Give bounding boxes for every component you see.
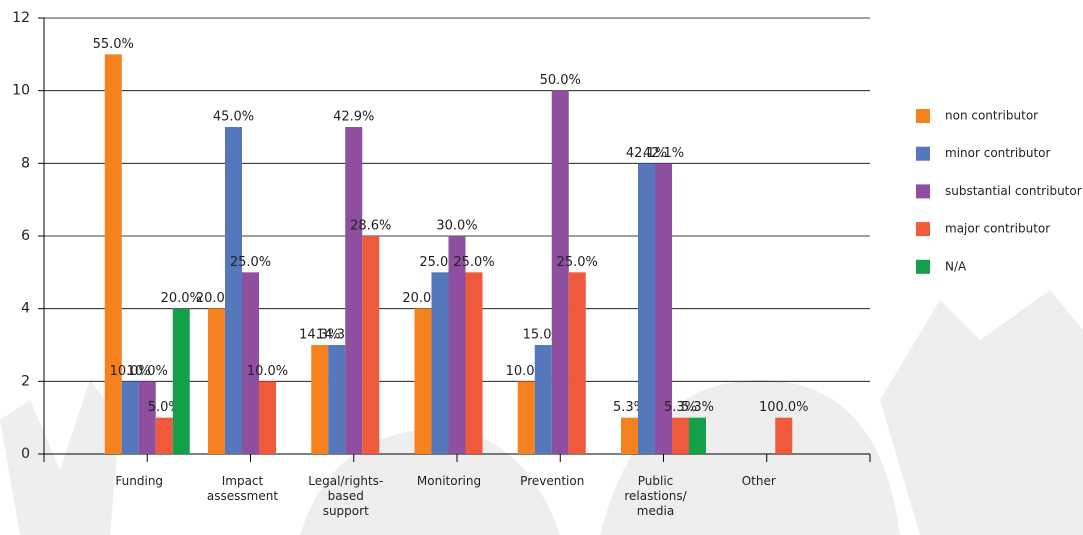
data-label: 5.3% bbox=[613, 400, 646, 415]
data-label: 42.9% bbox=[333, 110, 374, 125]
bar bbox=[672, 417, 689, 454]
bar bbox=[414, 308, 432, 454]
bar bbox=[242, 272, 259, 454]
legend-label: major contributor bbox=[945, 222, 1050, 236]
background bbox=[0, 290, 1083, 535]
legend-swatch bbox=[916, 184, 930, 199]
x-tick-label: Legal/rights-based support bbox=[308, 474, 384, 518]
data-label: 5.3% bbox=[681, 400, 714, 415]
legend-swatch bbox=[916, 109, 930, 123]
bar bbox=[172, 308, 190, 454]
bar bbox=[465, 272, 483, 454]
y-tick-label: 0 bbox=[21, 446, 30, 462]
legend-label: substantial contributor bbox=[945, 184, 1082, 198]
x-tick-label: Other bbox=[741, 474, 776, 488]
data-label: 25.0% bbox=[230, 255, 271, 270]
data-label: 55.0% bbox=[93, 37, 134, 52]
bar bbox=[138, 381, 156, 454]
y-tick-label: 10 bbox=[12, 83, 30, 99]
bar bbox=[225, 127, 242, 454]
data-label: 5.0% bbox=[148, 400, 181, 415]
bar bbox=[155, 417, 173, 454]
bar bbox=[775, 417, 793, 454]
legend-label: N/A bbox=[945, 259, 967, 273]
bar bbox=[655, 163, 672, 455]
x-tick-label: Funding bbox=[115, 474, 164, 488]
data-label: 5.3% bbox=[664, 400, 697, 415]
data-label: 28.6% bbox=[350, 219, 391, 234]
data-label: 30.0% bbox=[436, 219, 477, 234]
bar bbox=[448, 236, 466, 454]
bar bbox=[638, 163, 655, 455]
bar bbox=[621, 417, 638, 454]
bar bbox=[517, 381, 535, 454]
bar bbox=[259, 381, 276, 454]
y-tick-label: 8 bbox=[21, 155, 30, 171]
data-label: 14.3% bbox=[299, 328, 340, 343]
y-tick-label: 2 bbox=[21, 373, 30, 389]
bar bbox=[362, 236, 380, 454]
bar bbox=[534, 345, 552, 454]
bar bbox=[551, 90, 569, 455]
bar bbox=[568, 272, 586, 454]
data-label: 10.0% bbox=[110, 364, 151, 379]
bar bbox=[208, 308, 225, 454]
data-label: 45.0% bbox=[213, 110, 254, 125]
y-tick-label: 6 bbox=[21, 228, 30, 244]
legend-swatch bbox=[916, 146, 930, 161]
x-tick-label: Impact assessment bbox=[206, 474, 279, 503]
bar bbox=[328, 345, 346, 454]
x-tick-label: Monitoring bbox=[416, 474, 482, 488]
legend-swatch bbox=[916, 222, 930, 237]
data-label: 10.0% bbox=[247, 364, 288, 379]
data-label: 42.1% bbox=[626, 146, 667, 161]
data-label: 10.0% bbox=[127, 364, 168, 379]
data-label: 100.0% bbox=[759, 400, 809, 415]
y-tick-label: 12 bbox=[12, 10, 30, 26]
bar bbox=[345, 127, 363, 454]
x-tick-label: Public relastions/ media bbox=[624, 474, 687, 518]
legend-swatch bbox=[916, 259, 930, 274]
bar bbox=[121, 381, 139, 454]
legend-label: minor contributor bbox=[945, 146, 1051, 160]
legend-label: non contributor bbox=[945, 109, 1038, 123]
bar bbox=[431, 272, 449, 454]
data-label: 42.1% bbox=[643, 146, 684, 161]
data-label: 25.0% bbox=[453, 255, 494, 270]
bar bbox=[104, 54, 122, 454]
data-label: 25.0% bbox=[557, 255, 598, 270]
bar bbox=[311, 345, 329, 454]
x-tick-label: Prevention bbox=[520, 474, 585, 488]
data-label: 20.0% bbox=[161, 291, 202, 306]
y-tick-label: 4 bbox=[21, 301, 30, 317]
data-label: 50.0% bbox=[540, 73, 581, 88]
bar bbox=[689, 417, 706, 454]
